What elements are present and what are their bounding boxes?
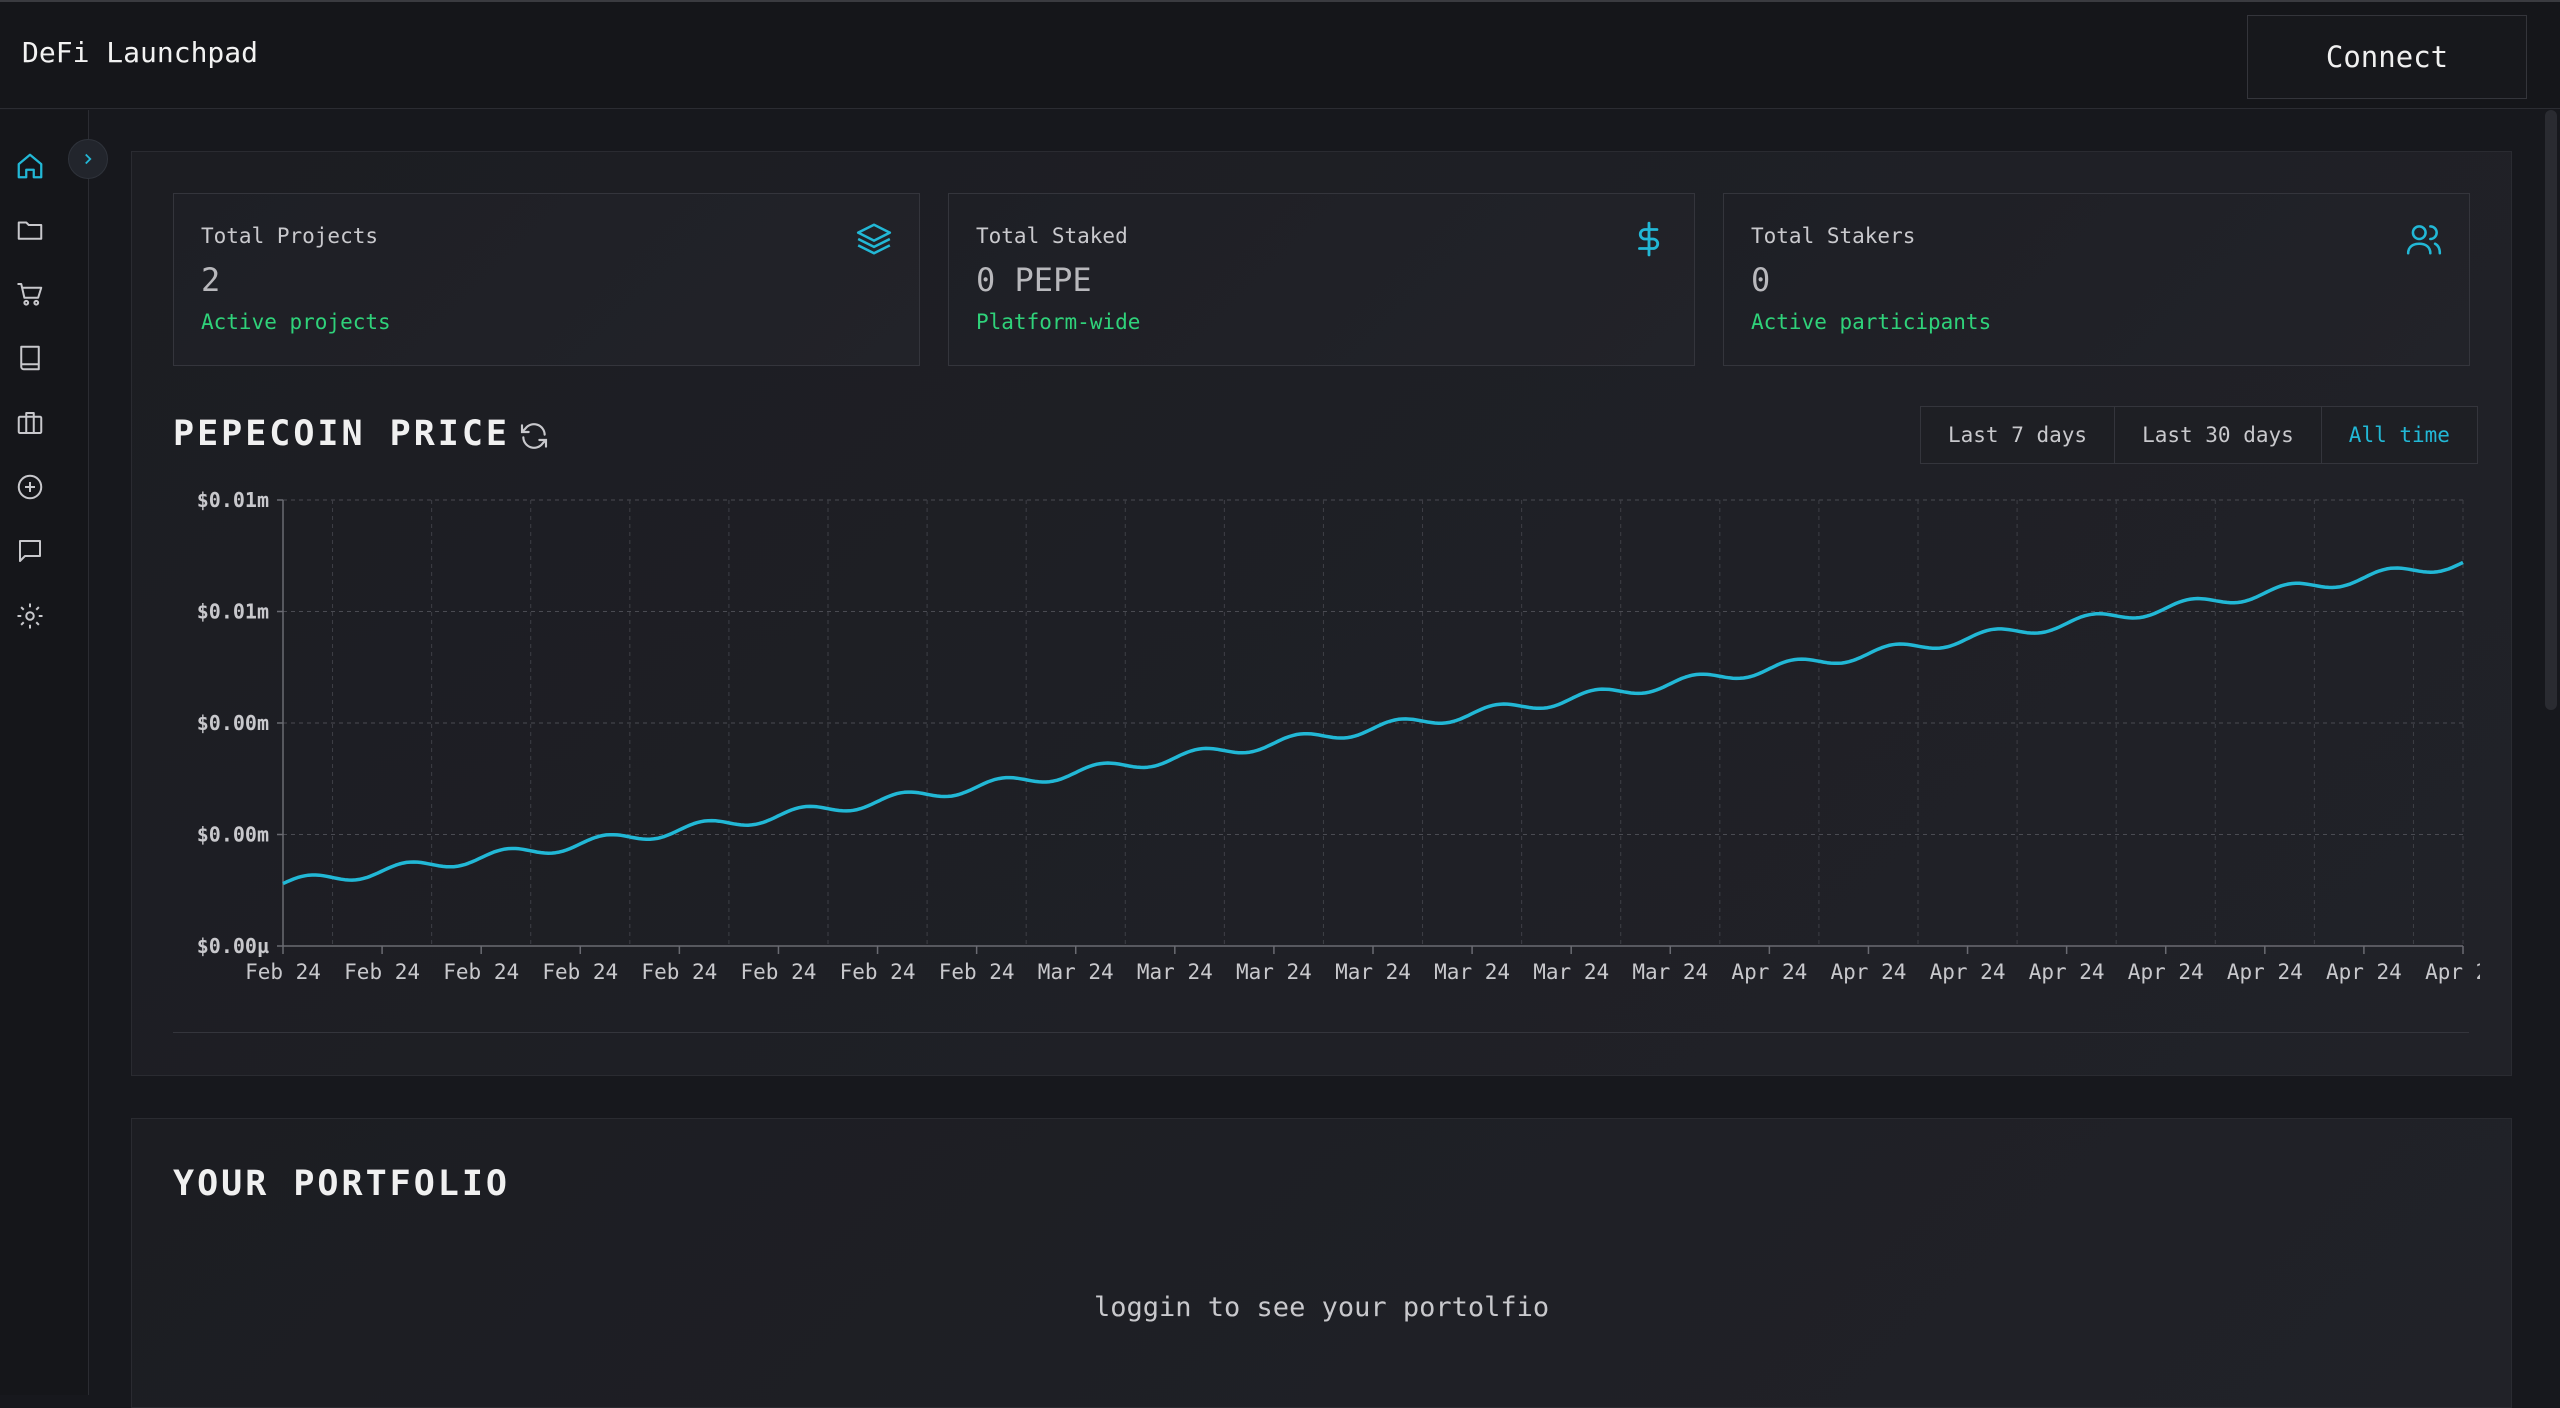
refresh-icon[interactable] xyxy=(518,420,550,452)
x-tick-label: Apr 24 xyxy=(2227,960,2303,984)
book-icon[interactable] xyxy=(14,342,46,374)
x-tick-label: Apr 24 xyxy=(2425,960,2480,984)
stat-card-stakers: Total Stakers 0 Active participants xyxy=(1723,193,2470,366)
x-tick-label: Apr 24 xyxy=(1731,960,1807,984)
price-series-line xyxy=(282,560,2464,886)
x-tick-label: Apr 24 xyxy=(2029,960,2105,984)
x-tick-label: Feb 24 xyxy=(245,960,321,984)
stat-subtitle: Platform-wide xyxy=(976,310,1141,334)
layers-icon xyxy=(856,223,892,255)
users-icon xyxy=(2406,225,2442,255)
dollar-icon xyxy=(1638,221,1660,257)
x-tick-label: Feb 24 xyxy=(741,960,817,984)
y-tick-label: $0.00m xyxy=(197,823,269,847)
briefcase-icon[interactable] xyxy=(14,407,46,439)
stat-card-staked: Total Staked 0 PEPE Platform-wide xyxy=(948,193,1695,366)
stat-value: 2 xyxy=(201,261,221,299)
folder-icon[interactable] xyxy=(14,214,46,246)
message-icon[interactable] xyxy=(14,535,46,567)
x-tick-label: Mar 24 xyxy=(1632,960,1708,984)
brand-title: DeFi Launchpad xyxy=(22,36,259,69)
stat-subtitle: Active participants xyxy=(1751,310,1992,334)
stat-title: Total Projects xyxy=(201,224,379,248)
chevron-right-icon xyxy=(85,153,92,165)
y-tick-label: $0.01m xyxy=(197,600,269,624)
time-range-selector: Last 7 days Last 30 days All time xyxy=(1920,406,2478,464)
x-tick-label: Apr 24 xyxy=(1831,960,1907,984)
scrollbar[interactable] xyxy=(2545,110,2557,710)
stat-card-projects: Total Projects 2 Active projects xyxy=(173,193,920,366)
stat-title: Total Stakers xyxy=(1751,224,1916,248)
cart-icon[interactable] xyxy=(14,278,46,310)
gear-icon[interactable] xyxy=(14,600,46,632)
x-tick-label: Mar 24 xyxy=(1038,960,1114,984)
range-last-7-days[interactable]: Last 7 days xyxy=(1921,407,2116,463)
range-all-time[interactable]: All time xyxy=(2348,423,2450,447)
x-tick-label: Feb 24 xyxy=(641,960,717,984)
portfolio-login-message: loggin to see your portolfio xyxy=(1094,1292,1550,1323)
y-tick-label: $0.00µ xyxy=(197,934,269,958)
plus-circle-icon[interactable] xyxy=(14,471,46,503)
price-chart-title: PEPECOIN PRICE xyxy=(173,414,511,454)
x-tick-label: Apr 24 xyxy=(1930,960,2006,984)
connect-button[interactable]: Connect xyxy=(2247,15,2527,99)
y-tick-label: $0.00m xyxy=(197,711,269,735)
x-tick-label: Mar 24 xyxy=(1137,960,1213,984)
divider xyxy=(173,1032,2469,1033)
top-bar: DeFi Launchpad Connect xyxy=(0,0,2560,109)
x-tick-label: Feb 24 xyxy=(443,960,519,984)
x-tick-label: Feb 24 xyxy=(542,960,618,984)
x-tick-label: Apr 24 xyxy=(2128,960,2204,984)
portfolio-title: YOUR PORTFOLIO xyxy=(173,1164,511,1204)
x-tick-label: Feb 24 xyxy=(939,960,1015,984)
y-tick-label: $0.01m xyxy=(197,490,269,512)
x-tick-label: Mar 24 xyxy=(1335,960,1411,984)
sidebar-toggle-button[interactable] xyxy=(68,139,108,179)
x-tick-label: Feb 24 xyxy=(344,960,420,984)
x-tick-label: Mar 24 xyxy=(1533,960,1609,984)
range-last-30-days[interactable]: Last 30 days xyxy=(2115,407,2322,463)
portfolio-panel xyxy=(131,1118,2512,1408)
home-icon[interactable] xyxy=(14,150,46,182)
stat-value: 0 xyxy=(1751,261,1771,299)
x-tick-label: Mar 24 xyxy=(1434,960,1510,984)
x-tick-label: Feb 24 xyxy=(840,960,916,984)
stat-value: 0 PEPE xyxy=(976,261,1092,299)
sidebar xyxy=(0,110,89,1395)
stat-title: Total Staked xyxy=(976,224,1128,248)
stat-subtitle: Active projects xyxy=(201,310,391,334)
x-tick-label: Mar 24 xyxy=(1236,960,1312,984)
x-tick-label: Apr 24 xyxy=(2326,960,2402,984)
